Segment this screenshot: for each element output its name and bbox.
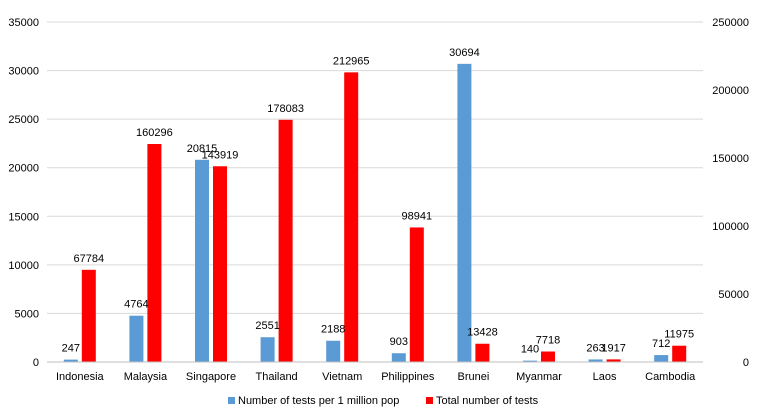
data-label-tests-per-million: 2551 [255,320,279,332]
category-labels: Indonesia Malaysia Singapore Thailand Vietna… [56,371,696,383]
bar-tests-per-million [326,340,341,362]
right-tick-label: 100000 [712,221,749,233]
data-label-total-tests: 98941 [402,210,433,222]
bar-total-tests [475,343,490,362]
legend-swatch-tests-per-million [228,397,235,404]
legend-label-total-tests: Total number of tests [436,395,539,407]
data-label-total-tests: 212965 [333,55,370,67]
category-label: Myanmar [516,371,562,383]
bar-total-tests [344,72,359,362]
data-label-tests-per-million: 20815 [187,143,218,155]
data-label-total-tests: 11975 [664,329,694,341]
bar-tests-per-million [523,360,537,362]
bar-tests-per-million [457,63,472,363]
category-label: Cambodia [645,371,696,383]
bar-tests-per-million [260,337,275,362]
category-label: Singapore [186,371,236,383]
gridlines [47,21,703,314]
bar-tests-per-million [63,359,78,362]
bar-total-tests [278,119,293,362]
data-label-total-tests: 7718 [536,335,560,347]
bar-tests-per-million [195,159,209,362]
bar-total-tests [147,143,162,362]
data-label-tests-per-million: 140 [521,344,539,356]
right-tick-label: 50000 [718,289,749,301]
data-label-total-tests: 178083 [267,103,304,115]
right-axis-ticks: 0 50000 100000 150000 200000 250000 [712,17,749,369]
bar-total-tests [213,166,227,362]
data-label-total-tests: 143919 [202,149,239,161]
data-label-total-tests: 67784 [74,253,105,265]
bar-total-tests [409,227,424,362]
right-tick-label: 200000 [712,85,749,97]
data-label-tests-per-million: 30694 [449,47,480,59]
data-label-tests-per-million: 247 [62,343,80,355]
category-label: Malaysia [124,371,168,383]
data-label-total-tests: 13428 [467,327,498,339]
data-label-total-tests: 160296 [136,127,173,139]
bar-tests-per-million [391,353,406,362]
data-label-total-tests: 1917 [601,342,625,354]
category-label: Philippines [381,371,435,383]
left-tick-label: 25000 [8,114,39,126]
left-tick-label: 15000 [8,211,39,223]
bar-tests-per-million [588,359,603,362]
right-tick-label: 150000 [712,153,749,165]
legend-label-tests-per-million: Number of tests per 1 million pop [238,395,399,407]
category-label: Vietnam [322,371,362,383]
left-axis-ticks: 0 5000 10000 15000 20000 25000 30000 35000 [8,17,39,369]
right-tick-label: 0 [743,357,749,369]
left-tick-label: 5000 [15,308,39,320]
bar-total-tests [672,345,687,362]
left-tick-label: 35000 [8,17,39,29]
bar-total-tests [541,351,555,362]
data-label-tests-per-million: 4764 [124,299,148,311]
right-tick-label: 250000 [712,17,749,29]
left-tick-label: 0 [33,357,39,369]
bars [63,63,687,363]
legend: Number of tests per 1 million pop Total … [228,395,539,407]
left-tick-label: 20000 [8,163,39,175]
bar-total-tests [81,269,96,362]
left-tick-label: 30000 [8,66,39,78]
category-label: Thailand [255,371,297,383]
data-label-tests-per-million: 903 [390,336,408,348]
category-label: Indonesia [56,371,105,383]
data-label-tests-per-million: 2188 [321,324,345,336]
data-label-tests-per-million: 712 [652,338,670,350]
bar-tests-per-million [129,315,144,362]
left-tick-label: 10000 [8,260,39,272]
category-label: Laos [593,371,617,383]
data-label-tests-per-million: 263 [586,342,604,354]
bar-total-tests [606,359,621,362]
bar-tests-per-million [654,355,669,362]
legend-swatch-total-tests [426,397,433,404]
category-label: Brunei [458,371,490,383]
